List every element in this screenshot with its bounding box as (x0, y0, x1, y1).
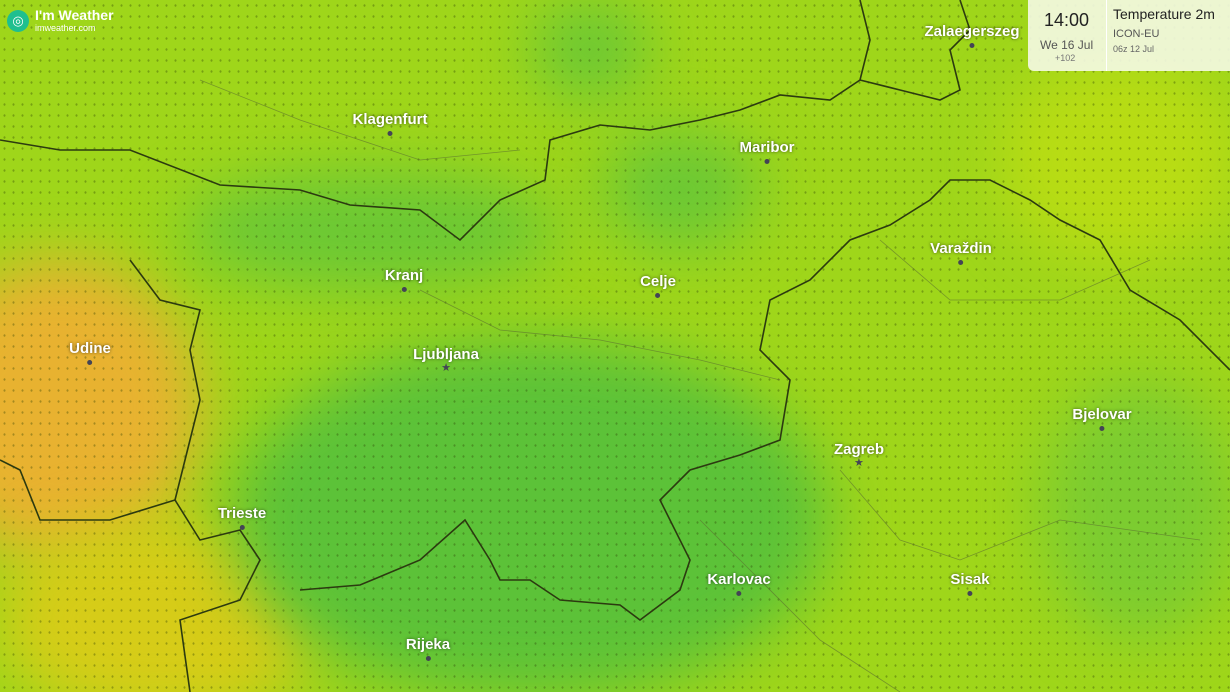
city-ljubljana[interactable]: Ljubljana ★ (413, 346, 479, 374)
city-kranj[interactable]: Kranj (385, 267, 423, 292)
country-border (0, 0, 871, 242)
capital-star-icon: ★ (854, 457, 864, 469)
city-label: Karlovac (707, 571, 771, 588)
city-varazdin[interactable]: Varaždin (930, 240, 992, 265)
brand-url: imweather.com (35, 23, 96, 33)
city-karlovac[interactable]: Karlovac (707, 571, 771, 596)
region-border (879, 239, 1151, 301)
city-dot-icon (764, 159, 770, 164)
city-trieste[interactable]: Trieste (218, 505, 266, 530)
city-dot-icon (736, 591, 742, 596)
fingerprint-logo-icon: ◎ (7, 9, 29, 32)
country-border (0, 459, 176, 521)
temperature-warm-area (1000, 60, 1230, 260)
city-label: Zalaegerszeg (924, 23, 1020, 40)
city-dot-icon (655, 293, 661, 298)
model-run: 06z 12 Jul (1113, 44, 1155, 54)
city-dot-icon (967, 591, 973, 596)
city-dot-icon (387, 131, 393, 136)
brand-logo[interactable]: ◎ I'm Weather imweather.com (7, 8, 114, 33)
region-border (419, 289, 781, 381)
city-label: Bjelovar (1072, 406, 1132, 423)
temperature-cool-area (600, 130, 760, 250)
forecast-date: We 16 Jul (1040, 38, 1094, 52)
country-border (299, 179, 1230, 621)
city-dot-icon (87, 360, 93, 365)
region-border (699, 519, 901, 692)
city-bjelovar[interactable]: Bjelovar (1072, 406, 1132, 431)
city-label: Trieste (217, 505, 267, 522)
city-label: Kranj (384, 267, 424, 284)
country-border (859, 0, 971, 101)
city-label: Sisak (950, 571, 990, 588)
city-dot-icon (958, 260, 964, 265)
panel-divider (1106, 0, 1107, 71)
city-label: Rijeka (405, 636, 451, 653)
city-celje[interactable]: Celje (640, 273, 676, 298)
city-zagreb[interactable]: Zagreb ★ (833, 441, 885, 469)
forecast-offset: +102 (1055, 53, 1076, 63)
brand-name: I'm Weather (35, 7, 114, 23)
temperature-cool-area (1040, 380, 1230, 640)
region-border (839, 469, 1201, 561)
temperature-cool-area (230, 340, 830, 692)
city-maribor[interactable]: Maribor (739, 139, 795, 164)
forecast-time: 14:00 (1044, 10, 1090, 30)
country-border (129, 259, 261, 692)
forecast-info-panel[interactable]: 14:00 We 16 Jul +102 Temperature 2m ICON… (1028, 0, 1230, 71)
layer-name[interactable]: Temperature 2m (1113, 6, 1215, 22)
city-label: Celje (640, 273, 676, 290)
temperature-cool-area (530, 0, 650, 100)
city-dot-icon (401, 287, 407, 292)
city-label: Zagreb (833, 441, 885, 458)
city-dot-icon (969, 43, 975, 48)
city-label: Udine (69, 340, 111, 357)
city-dot-icon (425, 656, 431, 661)
city-dot-icon (1099, 426, 1105, 431)
city-label: Ljubljana (413, 346, 479, 363)
model-name[interactable]: ICON-EU (1113, 28, 1160, 40)
city-zalaegerszeg[interactable]: Zalaegerszeg (924, 23, 1020, 48)
city-label: Maribor (739, 139, 795, 156)
city-sisak[interactable]: Sisak (950, 571, 990, 596)
city-label: Varaždin (930, 240, 992, 257)
city-udine[interactable]: Udine (69, 340, 111, 365)
temperature-cool-area (180, 170, 560, 290)
region-border (199, 79, 521, 161)
city-dot-icon (239, 525, 245, 530)
city-label: Klagenfurt (352, 111, 428, 128)
city-klagenfurt[interactable]: Klagenfurt (353, 111, 428, 136)
city-rijeka[interactable]: Rijeka (406, 636, 450, 661)
capital-star-icon: ★ (441, 362, 451, 374)
